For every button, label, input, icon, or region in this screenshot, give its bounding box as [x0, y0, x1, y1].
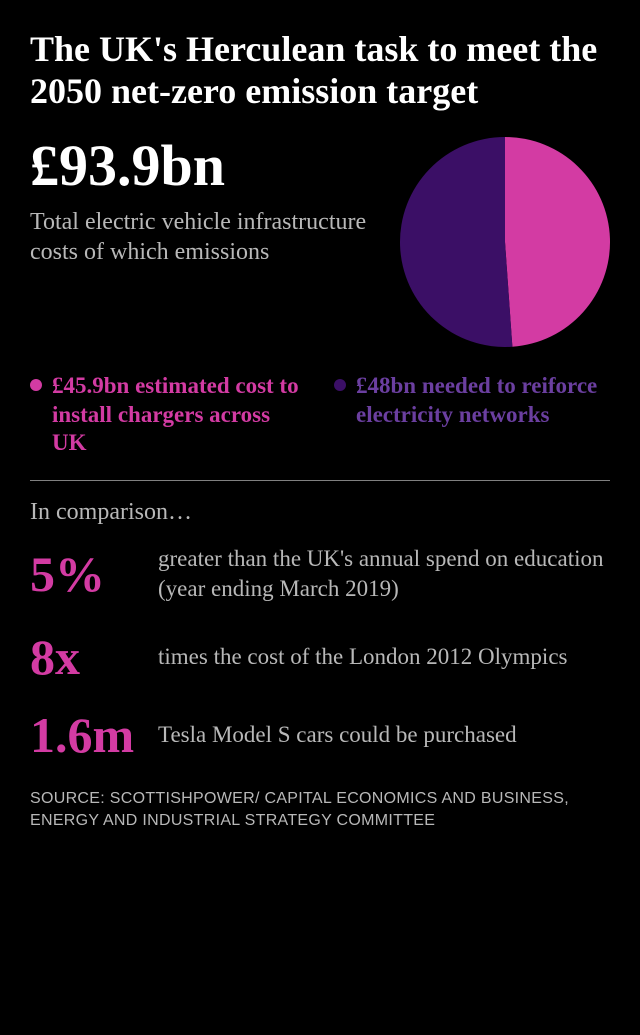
headline-value: £93.9bn: [30, 137, 380, 195]
comparison-list: 5% greater than the UK's annual spend on …: [30, 544, 610, 760]
section-divider: [30, 480, 610, 481]
comparison-row-1: 8x times the cost of the London 2012 Olym…: [30, 632, 610, 682]
legend-dot-icon: [30, 379, 42, 391]
comparison-text: greater than the UK's annual spend on ed…: [158, 544, 610, 604]
comparison-value: 8x: [30, 632, 140, 682]
legend-text: £45.9bn estimated cost to install charge…: [52, 372, 306, 458]
comparison-heading: In comparison…: [30, 499, 610, 526]
pie-slice-chargers: [505, 137, 610, 347]
headline-block: £93.9bn Total electric vehicle infrastru…: [30, 137, 380, 267]
source-line: SOURCE: SCOTTISHPOWER/ CAPITAL ECONOMICS…: [30, 788, 610, 831]
comparison-value: 1.6m: [30, 710, 140, 760]
comparison-row-0: 5% greater than the UK's annual spend on …: [30, 544, 610, 604]
comparison-row-2: 1.6m Tesla Model S cars could be purchase…: [30, 710, 610, 760]
comparison-text: times the cost of the London 2012 Olympi…: [158, 642, 567, 672]
legend-item-0: £45.9bn estimated cost to install charge…: [30, 372, 306, 458]
comparison-value: 5%: [30, 549, 140, 599]
legend-row: £45.9bn estimated cost to install charge…: [30, 372, 610, 458]
pie-slice-networks: [400, 137, 512, 347]
pie-svg: [400, 137, 610, 347]
top-row: £93.9bn Total electric vehicle infrastru…: [30, 137, 610, 352]
headline-sub: Total electric vehicle infrastructure co…: [30, 207, 380, 267]
legend-item-1: £48bn needed to reiforce electricity net…: [334, 372, 610, 458]
comparison-text: Tesla Model S cars could be purchased: [158, 720, 517, 750]
infographic-title: The UK's Herculean task to meet the 2050…: [30, 28, 610, 113]
legend-dot-icon: [334, 379, 346, 391]
pie-chart: [400, 137, 610, 352]
legend-text: £48bn needed to reiforce electricity net…: [356, 372, 610, 430]
